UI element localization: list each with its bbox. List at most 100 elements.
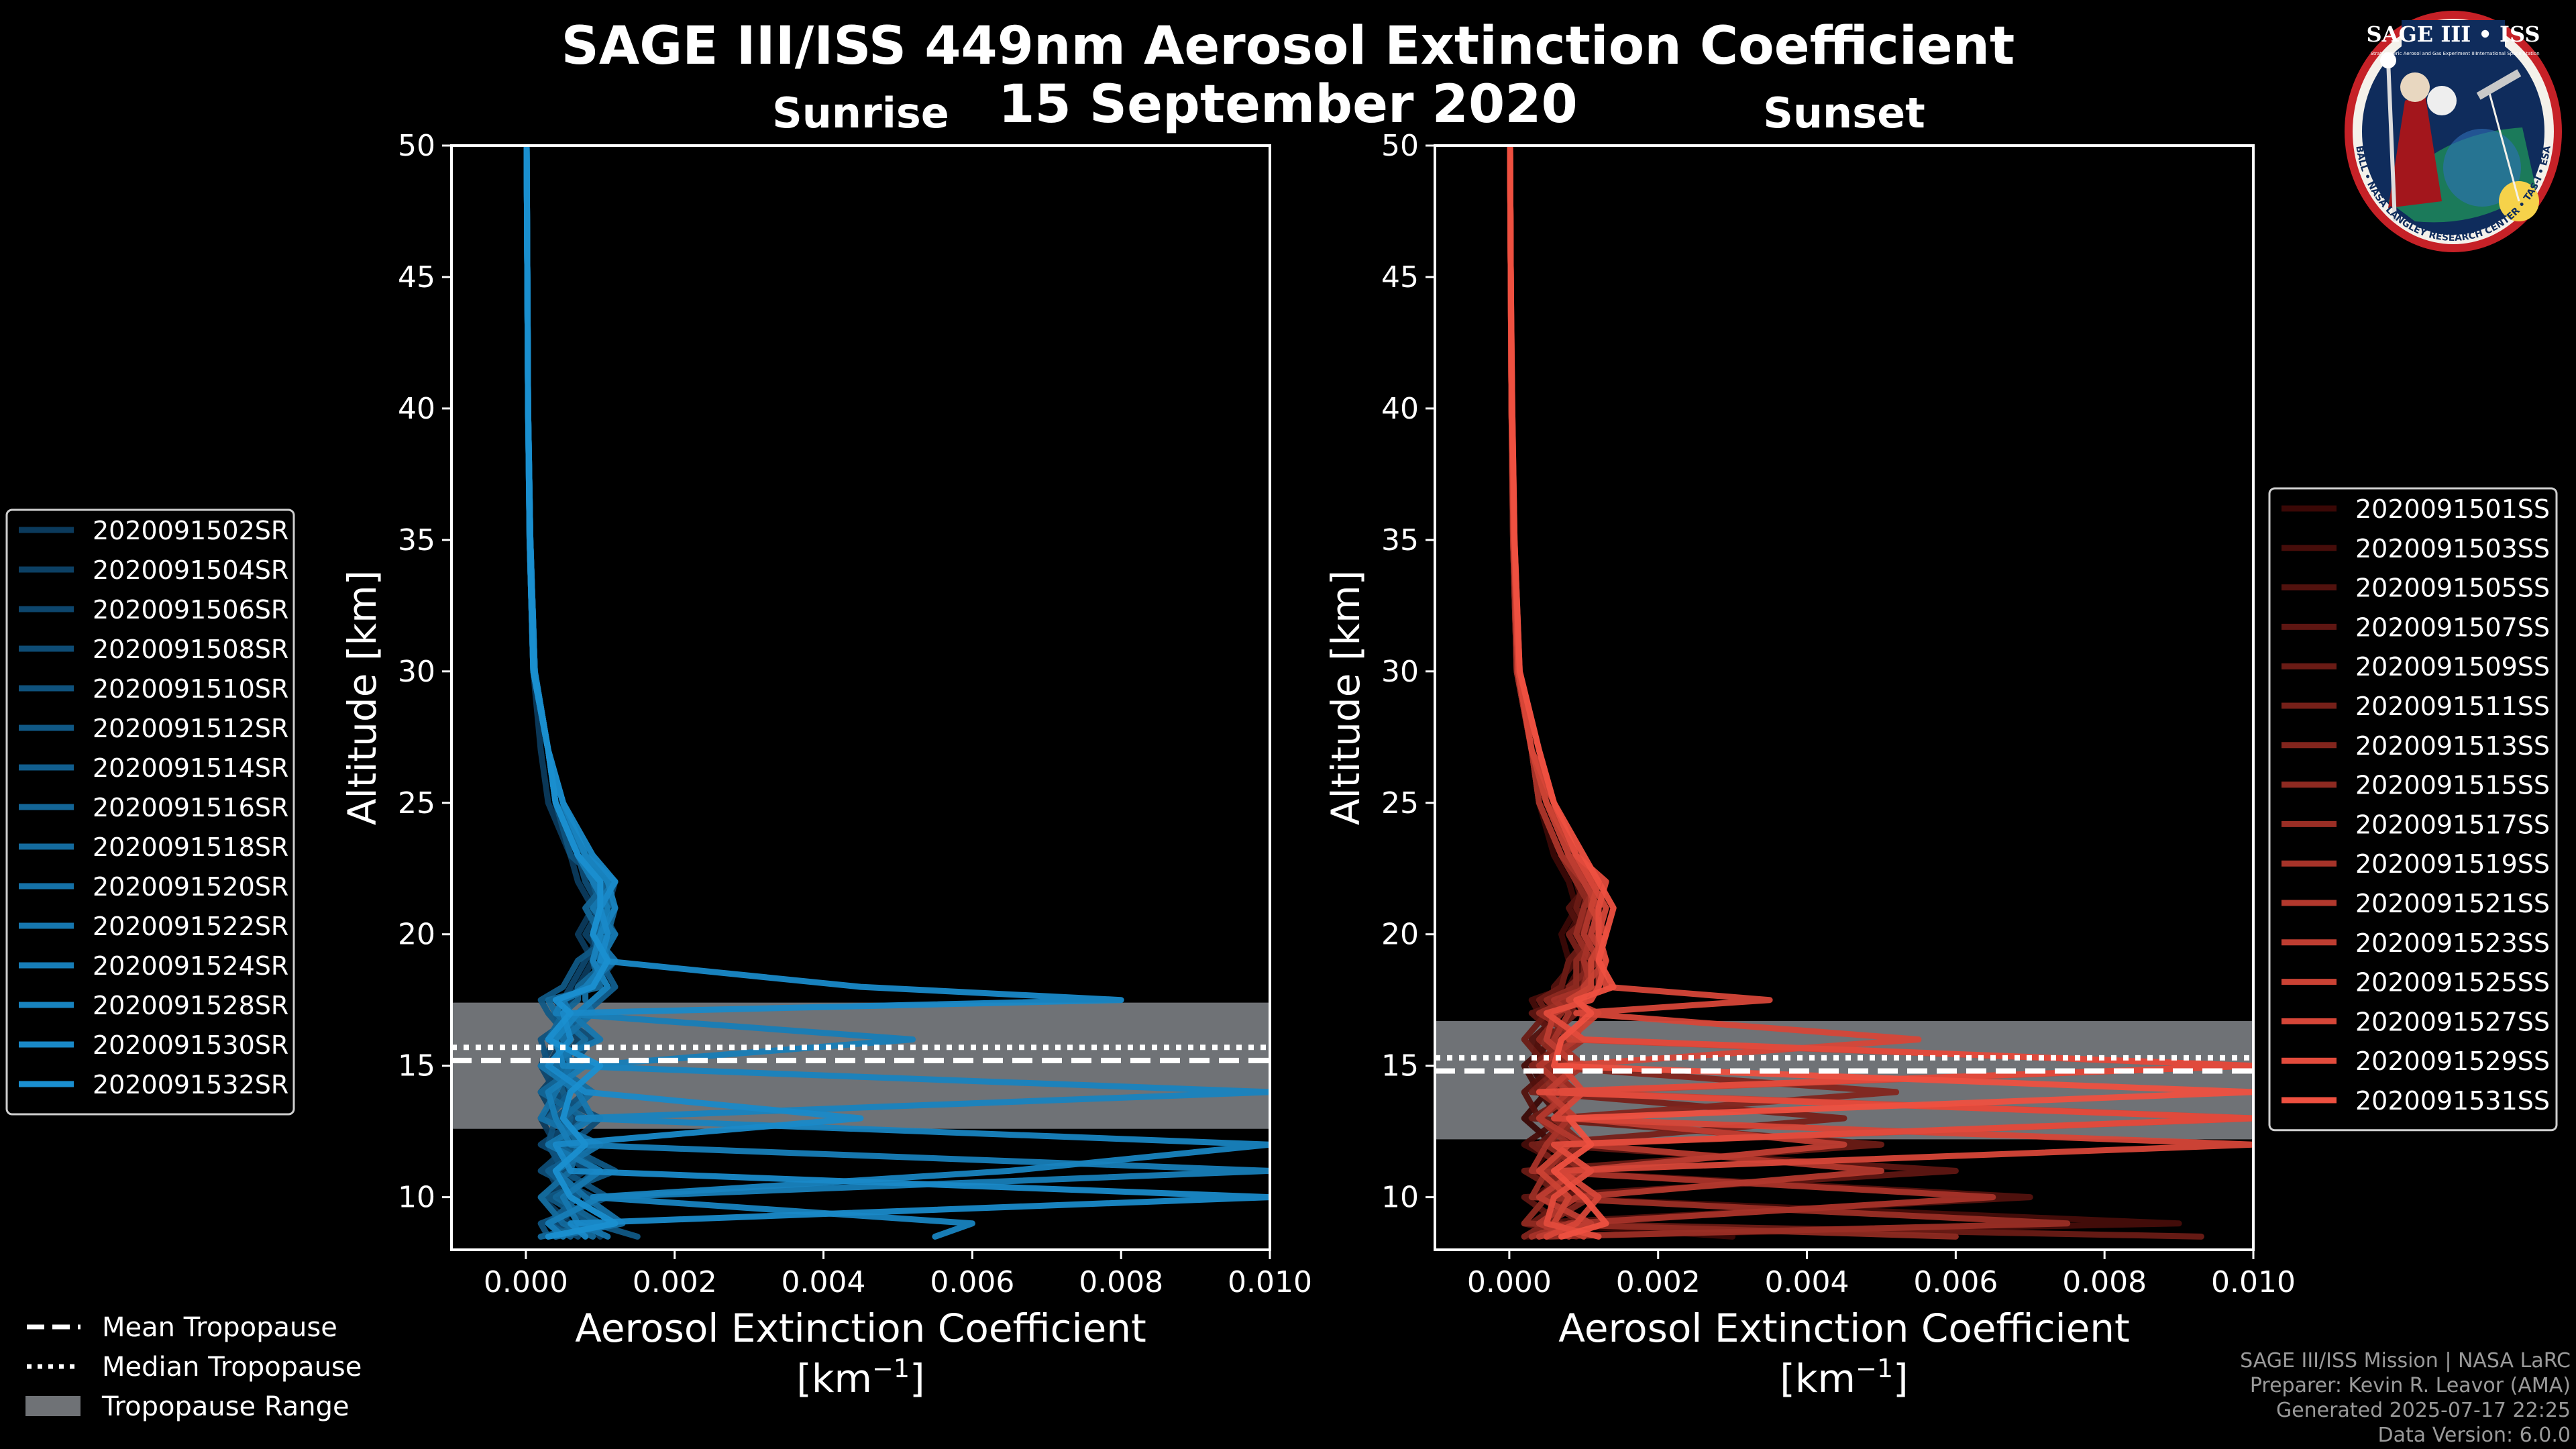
sunset-y-tick-label: 30 [1381, 655, 1419, 689]
sunrise-legend-entry: 2020091528SR [93, 991, 288, 1020]
sunrise-legend-entry: 2020091510SR [93, 674, 288, 704]
tropopause-range-swatch [25, 1396, 80, 1416]
sunrise-y-tick-label: 10 [398, 1181, 435, 1215]
sunset-y-tick-label: 40 [1381, 392, 1419, 426]
sunset-legend-entry: 2020091517SS [2355, 810, 2550, 839]
sunset-x-tick-label: 0.002 [1616, 1265, 1701, 1299]
sunset-legend-entry: 2020091507SS [2355, 612, 2550, 642]
sunset-y-tick-label: 25 [1381, 786, 1419, 820]
sunset-plot: 0.000 0.002 0.004 0.006 0.008 0.010 10 15 20 25 30… [1323, 129, 2296, 1401]
credits-block: SAGE III/ISS Mission | NASA LaRC Prepare… [2240, 1349, 2571, 1447]
badge-staff-icon [2386, 60, 2397, 222]
badge-subtitle-right: International Space Station [2475, 51, 2539, 56]
sunrise-plot-frame [450, 144, 1271, 1251]
sunrise-y-tick-label: 50 [398, 129, 435, 163]
sunrise-legend-entry: 2020091504SR [93, 555, 288, 585]
sunset-legend-entry: 2020091509SS [2355, 652, 2550, 682]
badge-staff-orb-icon [2380, 52, 2396, 68]
sunrise-x-tick-label: 0.002 [633, 1265, 717, 1299]
sunrise-legend-entry: 2020091532SR [93, 1070, 288, 1099]
sunrise-legend: 2020091502SR 2020091504SR 2020091506SR 2020… [5, 508, 295, 1116]
sunrise-y-tick-label: 45 [398, 260, 435, 294]
sunrise-plot: 0.000 0.002 0.004 0.006 0.008 0.010 10 15 20 25 30… [339, 129, 1312, 1401]
sunset-y-tick-label: 20 [1381, 918, 1419, 952]
sunrise-legend-entry: 2020091514SR [93, 753, 288, 783]
credit-generated: Generated 2025-07-17 22:25 [2276, 1399, 2571, 1422]
sunset-panel-title: Sunset [1763, 89, 1925, 138]
sunrise-profile-lines [523, 146, 1270, 1240]
sunrise-x-tick-label: 0.010 [1228, 1265, 1312, 1299]
sunset-profile-lines [1507, 146, 2253, 1240]
sunset-legend-entry: 2020091515SS [2355, 771, 2550, 800]
sunrise-y-axis-label: Altitude [km] [339, 570, 385, 825]
sunset-x-tick-label: 0.010 [2211, 1265, 2296, 1299]
sunrise-legend-entry: 2020091506SR [93, 595, 288, 625]
badge-top-plate [2402, 20, 2505, 47]
mean-tropopause-label: Mean Tropopause [102, 1312, 337, 1343]
sunrise-legend-entry: 2020091518SR [93, 833, 288, 862]
badge-beam-icon [2487, 90, 2520, 202]
sunset-x-tick-label: 0.008 [2062, 1265, 2147, 1299]
figure-date: 15 September 2020 [998, 74, 1578, 135]
tropopause-range-label: Tropopause Range [101, 1391, 350, 1422]
sunset-legend: 2020091501SS 2020091503SS 2020091505SS 2020… [2268, 487, 2558, 1132]
sunset-x-tick-label: 0.000 [1467, 1265, 1552, 1299]
badge-title-text: SAGE III • ISS [2367, 21, 2540, 47]
sunset-axis-ticks: 0.000 0.002 0.004 0.006 0.008 0.010 10 15 20 25 30… [1381, 129, 2296, 1299]
sunset-x-tick-label: 0.004 [1765, 1265, 1849, 1299]
sunrise-x-tick-label: 0.006 [930, 1265, 1014, 1299]
sunset-y-tick-label: 10 [1381, 1181, 1419, 1215]
badge-iss-icon [2476, 69, 2522, 100]
sunrise-y-tick-label: 40 [398, 392, 435, 426]
sunset-y-tick-label: 15 [1381, 1049, 1419, 1083]
sunset-legend-frame [2268, 487, 2558, 1132]
sunrise-x-tick-label: 0.008 [1079, 1265, 1163, 1299]
sunset-legend-entry: 2020091503SS [2355, 534, 2550, 564]
sunrise-legend-entry: 2020091502SR [93, 516, 288, 545]
sunset-legend-entry: 2020091529SS [2355, 1046, 2550, 1076]
sunset-tropopause-lines [1435, 1055, 2253, 1074]
sunrise-legend-entry: 2020091512SR [93, 714, 288, 743]
sunrise-y-tick-label: 25 [398, 786, 435, 820]
sunset-y-axis-label: Altitude [km] [1323, 570, 1368, 825]
sunrise-legend-entry: 2020091530SR [93, 1030, 288, 1060]
sunrise-tropopause-lines [451, 1044, 1270, 1063]
sunset-legend-entry: 2020091521SS [2355, 889, 2550, 918]
sunset-legend-entry: 2020091527SS [2355, 1007, 2550, 1036]
sunset-legend-entry: 2020091523SS [2355, 928, 2550, 958]
sunrise-y-tick-label: 20 [398, 918, 435, 952]
sunrise-profile-2020091532SR [523, 146, 619, 1240]
sunrise-legend-entry: 2020091508SR [93, 635, 288, 664]
badge-globe-icon [2443, 129, 2521, 207]
tropopause-legend: Mean Tropopause Median Tropopause Tropop… [25, 1312, 362, 1422]
sunset-legend-entry: 2020091505SS [2355, 574, 2550, 603]
badge-figure-head-icon [2400, 72, 2430, 102]
sunset-x-axis-unit: [km−1] [1780, 1354, 1908, 1401]
sunset-profile-2020091531SS [1507, 146, 2253, 1240]
badge-moon-icon [2427, 86, 2457, 115]
sunrise-legend-frame [5, 508, 295, 1116]
sunrise-panel-title: Sunrise [772, 89, 949, 138]
sunrise-legend-entry: 2020091516SR [93, 793, 288, 822]
sunset-y-tick-label: 50 [1381, 129, 1419, 163]
figure-title: SAGE III/ISS 449nm Aerosol Extinction Co… [561, 16, 2015, 76]
sunset-legend-entry: 2020091501SS [2355, 494, 2550, 524]
sunrise-x-tick-label: 0.000 [484, 1265, 568, 1299]
sunset-legend-entry: 2020091513SS [2355, 731, 2550, 761]
sunset-legend-entry: 2020091519SS [2355, 849, 2550, 879]
sunrise-legend-entry: 2020091524SR [93, 951, 288, 981]
sunrise-legend-entry: 2020091522SR [93, 912, 288, 941]
sunset-legend-entry: 2020091511SS [2355, 692, 2550, 721]
credit-version: Data Version: 6.0.0 [2378, 1424, 2571, 1447]
sunset-legend-entry: 2020091531SS [2355, 1086, 2550, 1116]
sunrise-y-tick-label: 15 [398, 1049, 435, 1083]
sunrise-x-axis-label: Aerosol Extinction Coefficient [575, 1305, 1146, 1351]
sunrise-y-tick-label: 30 [398, 655, 435, 689]
sunset-plot-frame [1434, 144, 2255, 1251]
sunrise-x-tick-label: 0.004 [782, 1265, 866, 1299]
sunset-y-tick-label: 35 [1381, 523, 1419, 557]
credit-preparer: Preparer: Kevin R. Leavor (AMA) [2250, 1374, 2571, 1397]
badge-figure-icon [2388, 94, 2442, 208]
credit-mission: SAGE III/ISS Mission | NASA LaRC [2240, 1349, 2571, 1373]
